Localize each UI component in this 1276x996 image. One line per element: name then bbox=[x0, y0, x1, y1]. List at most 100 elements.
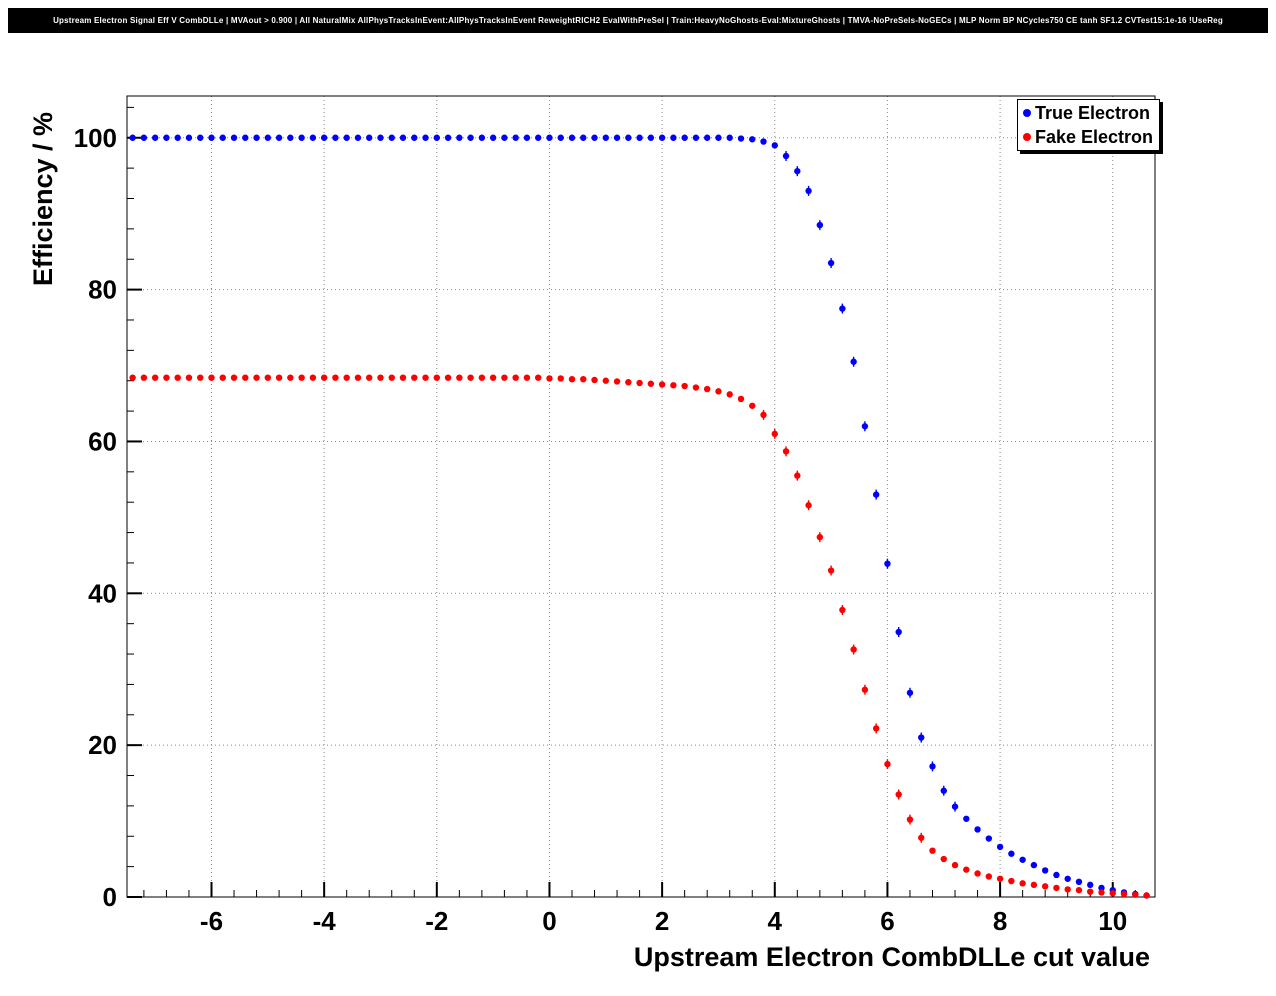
data-point-true-electron bbox=[703, 134, 711, 141]
x-tick-label: -4 bbox=[313, 906, 337, 936]
data-point-true-electron bbox=[1098, 884, 1105, 892]
data-point-fake-electron bbox=[974, 870, 981, 877]
x-tick-label: -2 bbox=[425, 906, 448, 936]
data-point-fake-electron bbox=[197, 374, 204, 381]
data-point-fake-electron bbox=[1143, 892, 1150, 899]
data-point-true-electron bbox=[287, 134, 294, 141]
data-point-true-electron bbox=[602, 134, 609, 141]
data-point-true-electron bbox=[963, 815, 970, 822]
data-point-true-electron bbox=[771, 142, 778, 149]
data-point-true-electron bbox=[918, 734, 925, 741]
data-point-fake-electron bbox=[388, 374, 395, 381]
legend: True Electron Fake Electron bbox=[1017, 99, 1160, 151]
data-point-true-electron bbox=[557, 134, 564, 141]
data-point-fake-electron bbox=[230, 374, 238, 381]
data-point-fake-electron bbox=[1053, 884, 1060, 892]
data-point-true-electron bbox=[546, 134, 553, 141]
data-point-true-electron bbox=[794, 167, 801, 175]
data-point-true-electron bbox=[1019, 856, 1026, 863]
data-point-true-electron bbox=[974, 826, 981, 833]
data-point-fake-electron bbox=[906, 816, 914, 823]
data-point-true-electron bbox=[512, 134, 519, 141]
data-point-fake-electron bbox=[681, 382, 688, 390]
data-point-fake-electron bbox=[636, 379, 643, 387]
data-point-fake-electron bbox=[129, 374, 136, 381]
data-point-fake-electron bbox=[782, 448, 790, 455]
data-point-true-electron bbox=[332, 134, 339, 141]
x-axis-title: Upstream Electron CombDLLe cut value bbox=[633, 942, 1150, 972]
data-point-true-electron bbox=[298, 134, 305, 141]
data-point-true-electron bbox=[456, 134, 463, 141]
y-tick-label: 100 bbox=[74, 123, 117, 153]
data-point-true-electron bbox=[230, 134, 238, 141]
data-point-fake-electron bbox=[872, 725, 880, 732]
data-point-true-electron bbox=[827, 259, 835, 267]
data-point-true-electron bbox=[343, 134, 350, 141]
y-axis-title: Efficiency / % bbox=[28, 111, 58, 286]
data-point-true-electron bbox=[309, 134, 317, 141]
data-point-true-electron bbox=[625, 134, 632, 141]
y-tick-label: 20 bbox=[88, 730, 117, 760]
data-point-fake-electron bbox=[208, 374, 215, 381]
legend-label-fake-electron: Fake Electron bbox=[1035, 126, 1154, 147]
data-point-fake-electron bbox=[433, 374, 441, 381]
data-point-true-electron bbox=[692, 134, 700, 141]
data-point-fake-electron bbox=[816, 533, 824, 541]
data-point-fake-electron bbox=[456, 374, 463, 381]
data-point-true-electron bbox=[151, 134, 159, 141]
data-point-true-electron bbox=[129, 134, 136, 141]
data-point-true-electron bbox=[366, 134, 373, 141]
data-point-true-electron bbox=[535, 134, 542, 141]
data-point-true-electron bbox=[433, 134, 441, 141]
data-point-true-electron bbox=[478, 134, 486, 141]
data-point-fake-electron bbox=[275, 374, 283, 381]
legend-item-true-electron: True Electron bbox=[1018, 101, 1159, 125]
data-point-fake-electron bbox=[467, 374, 474, 381]
data-point-fake-electron bbox=[749, 402, 756, 409]
data-point-fake-electron bbox=[253, 374, 260, 381]
data-point-fake-electron bbox=[591, 376, 598, 384]
data-point-true-electron bbox=[749, 136, 756, 143]
data-point-true-electron bbox=[850, 358, 857, 365]
data-point-fake-electron bbox=[602, 377, 609, 384]
data-point-fake-electron bbox=[557, 375, 564, 382]
data-point-fake-electron bbox=[996, 875, 1004, 882]
data-point-true-electron bbox=[411, 134, 418, 141]
x-tick-label: 6 bbox=[880, 906, 894, 936]
data-point-fake-electron bbox=[309, 374, 317, 381]
data-point-true-electron bbox=[399, 134, 407, 141]
data-point-fake-electron bbox=[918, 834, 925, 841]
data-point-true-electron bbox=[670, 134, 677, 141]
x-tick-label: 4 bbox=[768, 906, 783, 936]
data-point-fake-electron bbox=[298, 374, 305, 381]
data-point-fake-electron bbox=[151, 374, 159, 381]
data-point-fake-electron bbox=[399, 374, 407, 381]
data-point-fake-electron bbox=[546, 375, 553, 382]
data-point-true-electron bbox=[996, 843, 1004, 851]
data-point-true-electron bbox=[816, 221, 824, 229]
y-tick-label: 40 bbox=[88, 578, 117, 608]
data-point-true-electron bbox=[715, 134, 722, 141]
data-point-true-electron bbox=[489, 134, 497, 141]
data-point-true-electron bbox=[591, 134, 598, 141]
data-point-fake-electron bbox=[332, 374, 339, 381]
data-point-fake-electron bbox=[1064, 886, 1071, 893]
data-point-fake-electron bbox=[1109, 890, 1116, 897]
data-point-true-electron bbox=[1075, 878, 1083, 886]
data-point-fake-electron bbox=[174, 374, 181, 381]
data-point-true-electron bbox=[895, 628, 902, 636]
data-point-true-electron bbox=[636, 134, 643, 141]
data-point-fake-electron bbox=[377, 374, 384, 381]
data-point-fake-electron bbox=[422, 374, 429, 381]
data-point-fake-electron bbox=[839, 606, 846, 614]
data-point-true-electron bbox=[805, 187, 812, 195]
data-point-true-electron bbox=[737, 135, 745, 142]
data-point-true-electron bbox=[253, 134, 260, 141]
data-point-true-electron bbox=[568, 134, 576, 141]
data-point-true-electron bbox=[647, 134, 655, 141]
data-point-fake-electron bbox=[613, 378, 621, 385]
data-point-true-electron bbox=[782, 152, 790, 160]
data-point-fake-electron bbox=[1132, 891, 1139, 898]
data-point-true-electron bbox=[264, 134, 272, 141]
data-point-true-electron bbox=[354, 134, 362, 141]
